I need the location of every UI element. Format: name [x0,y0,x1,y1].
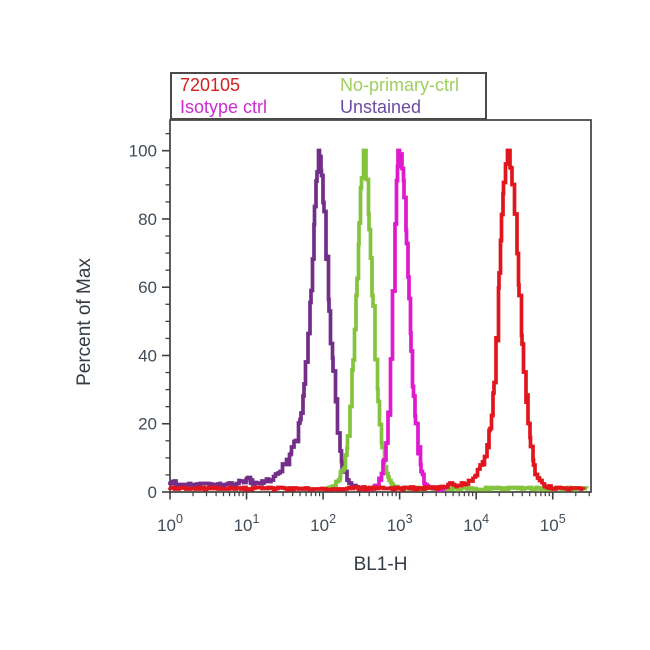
legend-box: 720105 No-primary-ctrl Isotype ctrl Unst… [170,72,487,120]
x-tick-label: 101 [234,512,260,535]
x-tick-label: 105 [540,512,566,535]
y-tick-label: 80 [138,210,157,229]
legend-item-no-primary-ctrl: No-primary-ctrl [340,75,459,95]
x-tick-label: 104 [463,512,489,535]
plot-border [169,119,592,493]
y-tick-label: 20 [138,415,157,434]
y-axis-title: Percent of Max [74,258,95,386]
x-axis-title: BL1-H [353,554,408,575]
x-tick-label: 103 [387,512,413,535]
legend-item-720105: 720105 [180,75,241,95]
series-curve-isotype-ctrl [363,148,448,492]
y-tick-label: 60 [138,278,157,297]
y-tick-label: 40 [138,346,157,365]
y-tick-label: 0 [148,483,157,502]
y-tick-label: 100 [129,142,157,161]
legend-item-unstained: Unstained [340,97,422,117]
series-curve-unstained [168,148,373,492]
x-tick-label: 102 [310,512,336,535]
legend-item-isotype-ctrl: Isotype ctrl [180,97,268,117]
x-tick-label: 100 [157,512,183,535]
series-curve-no-primary-ctrl [322,148,589,492]
series-curve-720105 [168,148,586,492]
